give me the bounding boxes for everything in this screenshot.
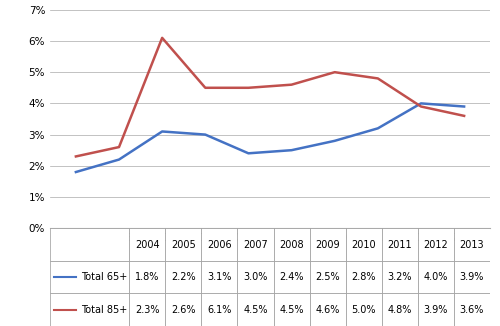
Text: 2.2%: 2.2%: [171, 272, 196, 282]
Text: 4.0%: 4.0%: [424, 272, 448, 282]
Text: 1.8%: 1.8%: [135, 272, 160, 282]
FancyBboxPatch shape: [346, 293, 382, 326]
Text: 2.6%: 2.6%: [171, 305, 196, 315]
FancyBboxPatch shape: [202, 228, 237, 261]
FancyBboxPatch shape: [310, 228, 346, 261]
FancyBboxPatch shape: [454, 293, 490, 326]
Text: 4.5%: 4.5%: [243, 305, 268, 315]
FancyBboxPatch shape: [382, 228, 418, 261]
FancyBboxPatch shape: [166, 228, 202, 261]
Text: 6.1%: 6.1%: [207, 305, 232, 315]
FancyBboxPatch shape: [129, 293, 166, 326]
FancyBboxPatch shape: [274, 228, 310, 261]
FancyBboxPatch shape: [382, 261, 418, 293]
Text: 4.8%: 4.8%: [388, 305, 412, 315]
FancyBboxPatch shape: [454, 228, 490, 261]
Text: 3.9%: 3.9%: [460, 272, 484, 282]
FancyBboxPatch shape: [382, 293, 418, 326]
Text: 2011: 2011: [388, 240, 412, 249]
Text: 2.4%: 2.4%: [280, 272, 304, 282]
Text: 5.0%: 5.0%: [352, 305, 376, 315]
FancyBboxPatch shape: [166, 261, 202, 293]
FancyBboxPatch shape: [238, 228, 274, 261]
Text: 2013: 2013: [460, 240, 484, 249]
FancyBboxPatch shape: [129, 261, 166, 293]
Text: Total 85+: Total 85+: [81, 305, 127, 315]
FancyBboxPatch shape: [202, 261, 237, 293]
FancyBboxPatch shape: [310, 261, 346, 293]
Text: 3.6%: 3.6%: [460, 305, 484, 315]
Text: 2006: 2006: [207, 240, 232, 249]
Text: Total 65+: Total 65+: [81, 272, 127, 282]
Text: 2012: 2012: [424, 240, 448, 249]
FancyBboxPatch shape: [50, 261, 129, 293]
FancyBboxPatch shape: [346, 228, 382, 261]
Text: 2010: 2010: [352, 240, 376, 249]
FancyBboxPatch shape: [418, 293, 454, 326]
FancyBboxPatch shape: [129, 228, 166, 261]
Text: 3.1%: 3.1%: [207, 272, 232, 282]
FancyBboxPatch shape: [238, 293, 274, 326]
FancyBboxPatch shape: [346, 261, 382, 293]
Text: 2.5%: 2.5%: [316, 272, 340, 282]
Text: 2009: 2009: [316, 240, 340, 249]
FancyBboxPatch shape: [166, 293, 202, 326]
Text: 2.8%: 2.8%: [352, 272, 376, 282]
FancyBboxPatch shape: [238, 261, 274, 293]
Text: 4.6%: 4.6%: [316, 305, 340, 315]
Text: 2005: 2005: [171, 240, 196, 249]
Text: 3.0%: 3.0%: [244, 272, 268, 282]
Text: 3.9%: 3.9%: [424, 305, 448, 315]
Text: 4.5%: 4.5%: [280, 305, 304, 315]
FancyBboxPatch shape: [310, 293, 346, 326]
FancyBboxPatch shape: [50, 228, 129, 261]
Text: 3.2%: 3.2%: [388, 272, 412, 282]
FancyBboxPatch shape: [50, 293, 129, 326]
Text: 2.3%: 2.3%: [135, 305, 160, 315]
FancyBboxPatch shape: [454, 261, 490, 293]
FancyBboxPatch shape: [418, 228, 454, 261]
FancyBboxPatch shape: [274, 293, 310, 326]
Text: 2007: 2007: [243, 240, 268, 249]
Text: 2008: 2008: [279, 240, 304, 249]
Text: 2004: 2004: [135, 240, 160, 249]
FancyBboxPatch shape: [202, 293, 237, 326]
FancyBboxPatch shape: [274, 261, 310, 293]
FancyBboxPatch shape: [418, 261, 454, 293]
